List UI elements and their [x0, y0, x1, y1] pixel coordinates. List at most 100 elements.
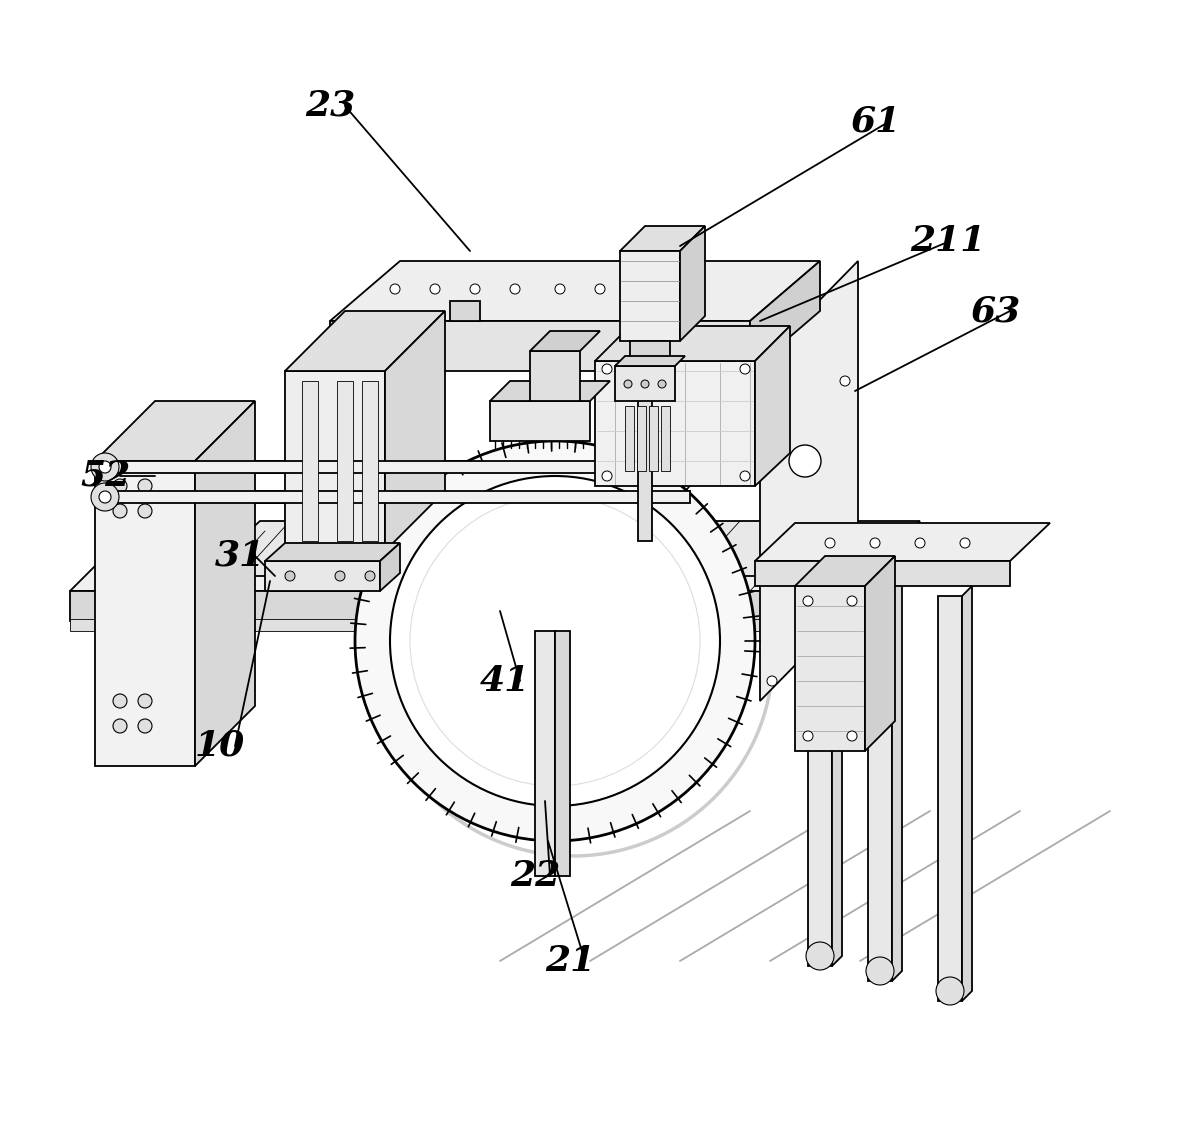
Circle shape [789, 445, 821, 478]
Polygon shape [638, 371, 652, 541]
Polygon shape [555, 631, 570, 876]
Circle shape [365, 571, 375, 581]
Circle shape [99, 461, 110, 473]
Circle shape [624, 380, 632, 388]
Polygon shape [760, 261, 858, 701]
Circle shape [410, 495, 700, 786]
Circle shape [642, 380, 649, 388]
Text: 22: 22 [510, 859, 561, 893]
Text: 61: 61 [849, 104, 901, 138]
Polygon shape [649, 406, 658, 471]
Circle shape [767, 676, 777, 686]
Polygon shape [100, 491, 690, 503]
Circle shape [390, 284, 400, 294]
Polygon shape [756, 560, 1010, 586]
Circle shape [510, 284, 520, 294]
Polygon shape [195, 401, 255, 766]
Polygon shape [385, 311, 446, 552]
Circle shape [113, 719, 127, 733]
Text: 10: 10 [195, 729, 245, 763]
Circle shape [113, 694, 127, 708]
Polygon shape [285, 371, 385, 552]
Circle shape [595, 284, 605, 294]
Polygon shape [70, 591, 790, 621]
Polygon shape [962, 586, 972, 1001]
Polygon shape [620, 251, 680, 341]
Circle shape [805, 942, 834, 970]
Circle shape [430, 284, 440, 294]
Polygon shape [750, 261, 820, 371]
Polygon shape [595, 361, 756, 487]
Polygon shape [535, 631, 555, 876]
Circle shape [915, 538, 925, 548]
Polygon shape [95, 401, 255, 461]
Polygon shape [200, 521, 920, 576]
Polygon shape [795, 556, 895, 586]
Circle shape [138, 479, 152, 493]
Polygon shape [808, 581, 832, 966]
Polygon shape [939, 596, 962, 1001]
Circle shape [138, 504, 152, 518]
Polygon shape [530, 331, 600, 351]
Polygon shape [630, 341, 670, 371]
Circle shape [803, 596, 813, 606]
Text: 31: 31 [215, 539, 265, 573]
Polygon shape [450, 302, 480, 321]
Text: 41: 41 [480, 664, 530, 698]
Polygon shape [70, 619, 790, 631]
Polygon shape [795, 586, 865, 751]
Polygon shape [868, 586, 892, 981]
Polygon shape [832, 571, 842, 966]
Circle shape [767, 376, 777, 386]
Polygon shape [95, 461, 195, 766]
Polygon shape [337, 381, 353, 541]
Polygon shape [892, 576, 902, 981]
Polygon shape [265, 543, 400, 560]
Polygon shape [530, 351, 580, 401]
Polygon shape [100, 461, 690, 473]
Circle shape [113, 504, 127, 518]
Circle shape [824, 538, 835, 548]
Text: 21: 21 [545, 944, 595, 978]
Circle shape [138, 719, 152, 733]
Circle shape [555, 284, 565, 294]
Polygon shape [625, 406, 634, 471]
Polygon shape [489, 381, 609, 401]
Circle shape [936, 978, 963, 1006]
Polygon shape [265, 560, 380, 591]
Polygon shape [489, 401, 590, 441]
Polygon shape [661, 406, 670, 471]
Circle shape [335, 571, 345, 581]
Polygon shape [285, 311, 446, 371]
Text: 23: 23 [305, 89, 355, 123]
Circle shape [390, 476, 720, 806]
Polygon shape [302, 381, 318, 541]
Polygon shape [680, 226, 704, 341]
Circle shape [847, 731, 857, 741]
Circle shape [91, 453, 119, 481]
Polygon shape [756, 326, 790, 487]
Polygon shape [70, 531, 849, 591]
Circle shape [99, 491, 110, 503]
Circle shape [602, 471, 612, 481]
Circle shape [870, 538, 880, 548]
Circle shape [355, 441, 756, 841]
Text: 211: 211 [910, 224, 985, 258]
Polygon shape [330, 261, 820, 321]
Circle shape [636, 284, 645, 294]
Polygon shape [595, 326, 790, 361]
Circle shape [840, 376, 849, 386]
Polygon shape [615, 356, 685, 365]
Circle shape [840, 676, 849, 686]
Polygon shape [615, 365, 675, 401]
Circle shape [740, 364, 750, 374]
Circle shape [847, 596, 857, 606]
Polygon shape [362, 381, 378, 541]
Circle shape [960, 538, 969, 548]
Polygon shape [330, 321, 750, 371]
Text: 63: 63 [969, 294, 1020, 328]
Circle shape [803, 731, 813, 741]
Polygon shape [620, 226, 704, 251]
Circle shape [740, 471, 750, 481]
Polygon shape [756, 524, 1050, 560]
